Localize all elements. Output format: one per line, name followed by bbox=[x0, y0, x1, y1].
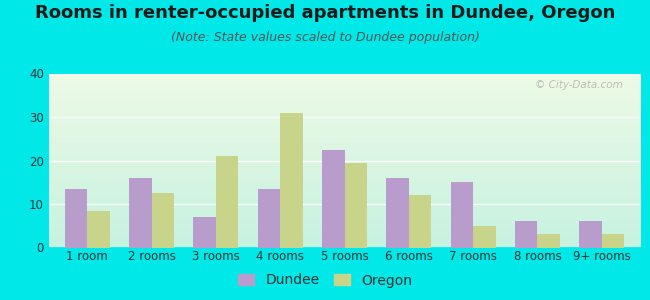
Bar bbox=[386, 178, 409, 247]
Bar bbox=[344, 163, 367, 248]
Legend: Dundee, Oregon: Dundee, Oregon bbox=[232, 268, 418, 293]
Bar bbox=[194, 217, 216, 247]
Bar bbox=[579, 221, 602, 248]
Bar bbox=[257, 189, 280, 247]
Bar bbox=[602, 235, 624, 248]
Bar bbox=[322, 150, 344, 247]
Text: Rooms in renter-occupied apartments in Dundee, Oregon: Rooms in renter-occupied apartments in D… bbox=[35, 4, 615, 22]
Bar bbox=[538, 235, 560, 248]
Bar bbox=[450, 182, 473, 248]
Bar bbox=[129, 178, 151, 247]
Bar bbox=[473, 226, 495, 247]
Bar bbox=[409, 195, 432, 248]
Bar bbox=[216, 156, 239, 248]
Bar bbox=[280, 112, 303, 248]
Text: (Note: State values scaled to Dundee population): (Note: State values scaled to Dundee pop… bbox=[170, 32, 480, 44]
Text: © City-Data.com: © City-Data.com bbox=[535, 80, 623, 91]
Bar bbox=[65, 189, 87, 247]
Bar bbox=[87, 211, 110, 248]
Bar bbox=[515, 221, 538, 248]
Bar bbox=[151, 193, 174, 248]
